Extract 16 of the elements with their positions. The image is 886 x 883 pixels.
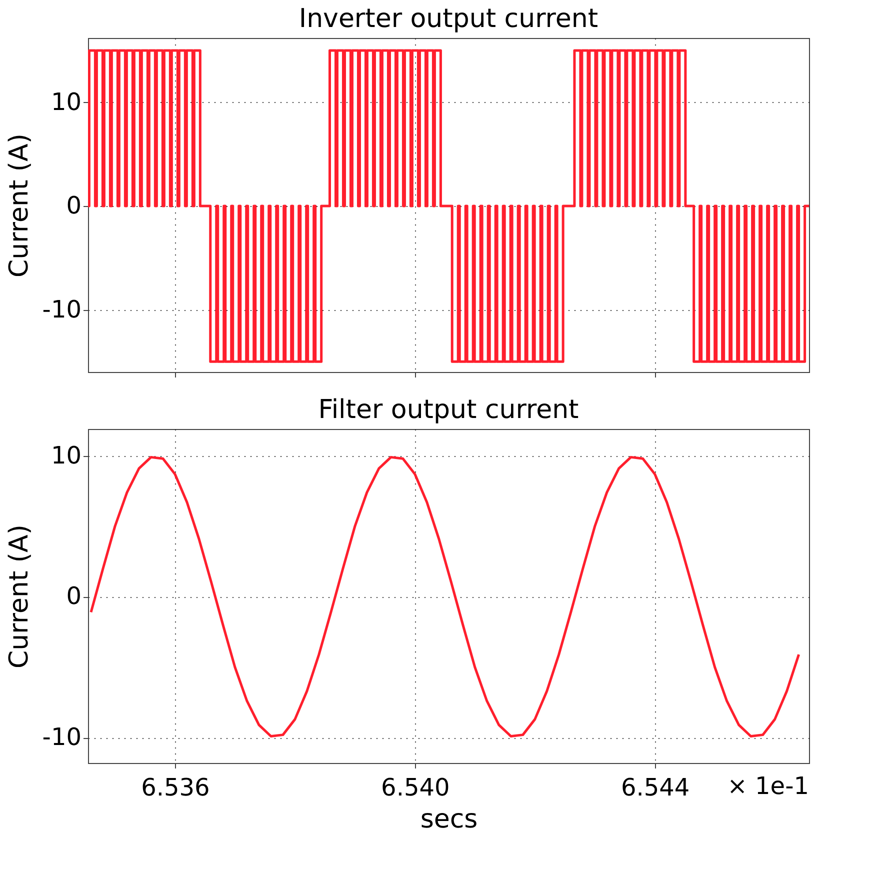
x-axis-title: secs — [420, 804, 478, 834]
x-tick-label: 6.536 — [141, 774, 210, 802]
y-tick-label: 10 — [50, 88, 82, 116]
chart-title: Filter output current — [318, 395, 579, 425]
y-tick-label: -10 — [42, 295, 82, 324]
y-tick-label: 0 — [66, 192, 82, 220]
y-tick-label: 0 — [66, 582, 82, 610]
y-tick-label: -10 — [42, 723, 82, 752]
y-axis-title: Current (A) — [4, 524, 34, 668]
x-tick-label: 6.540 — [381, 774, 450, 802]
line-series — [90, 456, 800, 738]
text: × 1e-1 — [727, 772, 809, 800]
x-tick-label: 6.544 — [620, 774, 690, 802]
y-tick-label: 10 — [50, 441, 82, 470]
chart-title: Inverter output current — [298, 4, 598, 34]
y-axis-title: Current (A) — [4, 134, 34, 278]
